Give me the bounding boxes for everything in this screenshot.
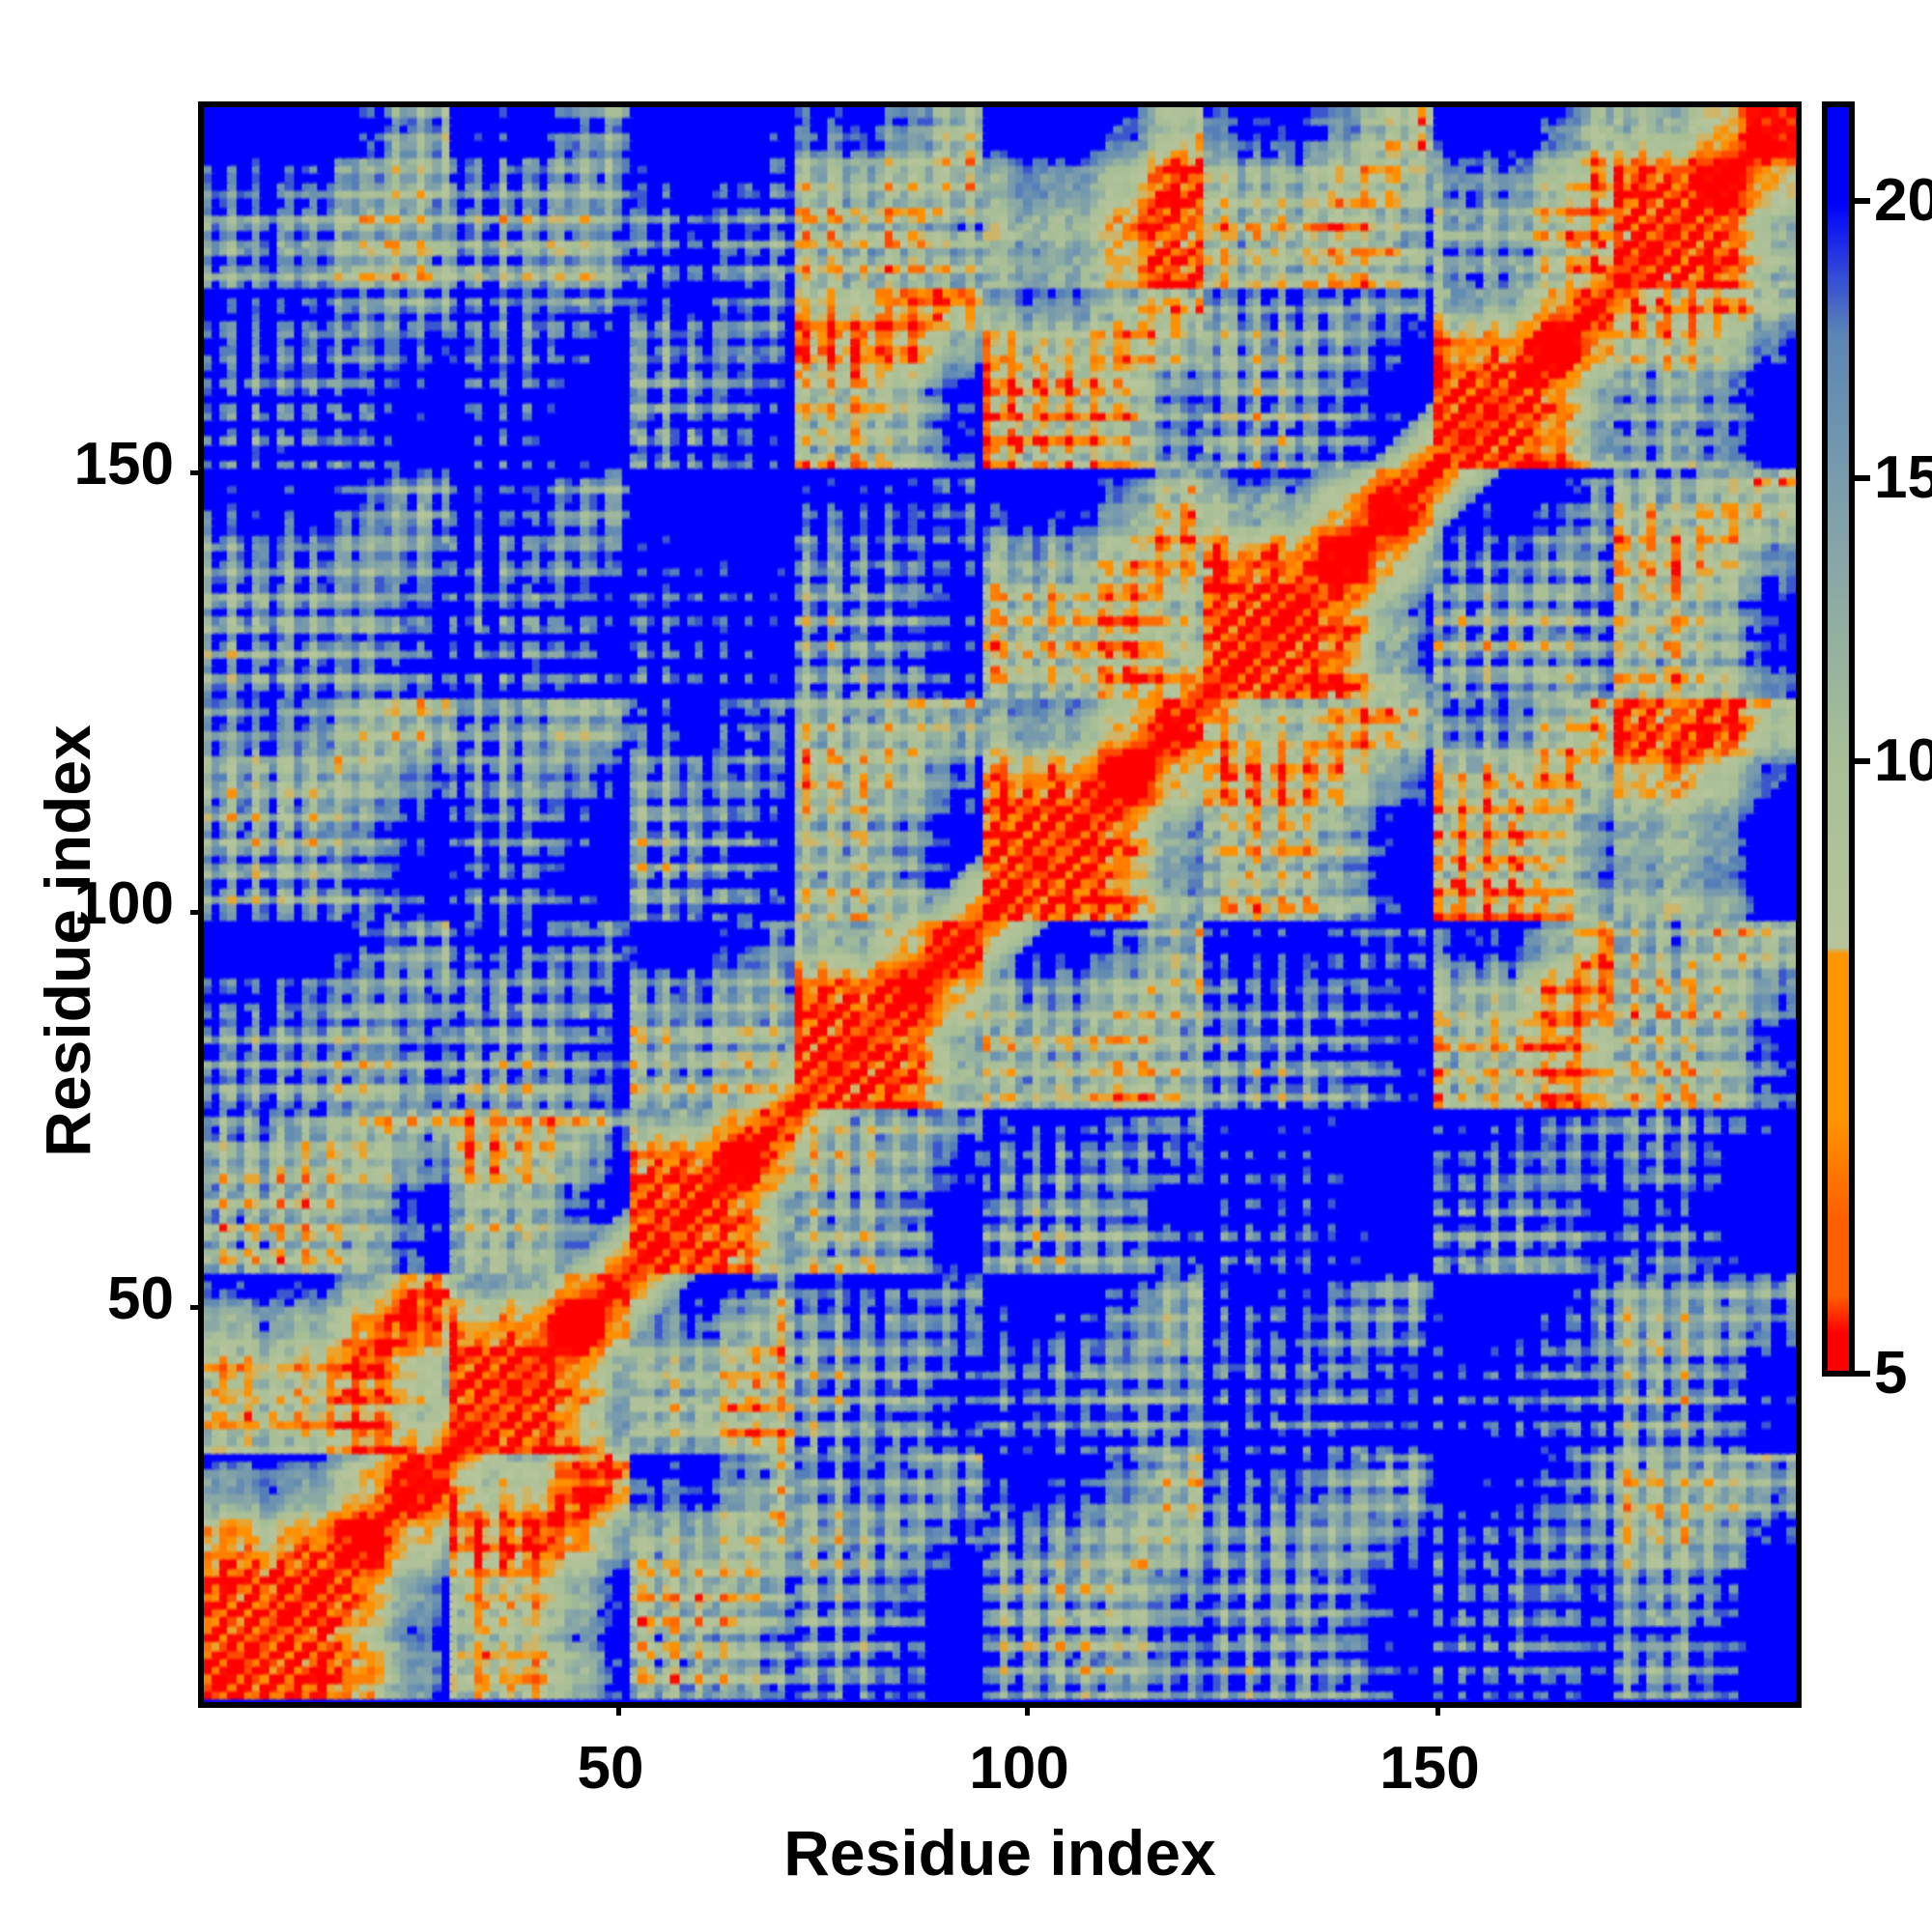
colorbar-label-15: 15	[1874, 444, 1932, 511]
colorbar-label-5: 5	[1874, 1340, 1908, 1406]
heatmap-canvas	[204, 107, 1796, 1702]
colorbar-tick-15	[1855, 475, 1870, 481]
colorbar-gradient	[1828, 107, 1849, 1371]
y-axis-title: Residue index	[32, 724, 103, 1157]
x-tick-50	[616, 1702, 621, 1716]
y-tick-100	[190, 910, 204, 915]
colorbar-label-10: 10	[1874, 727, 1932, 794]
x-tick-label-150: 150	[1379, 1735, 1480, 1802]
colorbar-group: 20 15 10 5	[1822, 101, 1932, 1404]
y-tick-150	[190, 470, 204, 475]
x-tick-label-50: 50	[577, 1735, 644, 1802]
x-tick-150	[1435, 1702, 1440, 1716]
y-tick-50	[190, 1305, 204, 1310]
colorbar-tick-5	[1855, 1371, 1870, 1377]
y-tick-label-50: 50	[107, 1265, 174, 1332]
y-tick-label-150: 150	[73, 431, 174, 497]
y-tick-label-100: 100	[73, 870, 174, 937]
colorbar-tick-10	[1855, 758, 1870, 764]
x-tick-label-100: 100	[969, 1735, 1069, 1802]
heatmap-plot-area	[190, 101, 1802, 1716]
colorbar-tick-20	[1855, 198, 1870, 204]
colorbar-label-20: 20	[1874, 167, 1932, 234]
colorbar	[1822, 101, 1855, 1377]
x-axis-title: Residue index	[783, 1817, 1216, 1889]
x-tick-100	[1025, 1702, 1030, 1716]
